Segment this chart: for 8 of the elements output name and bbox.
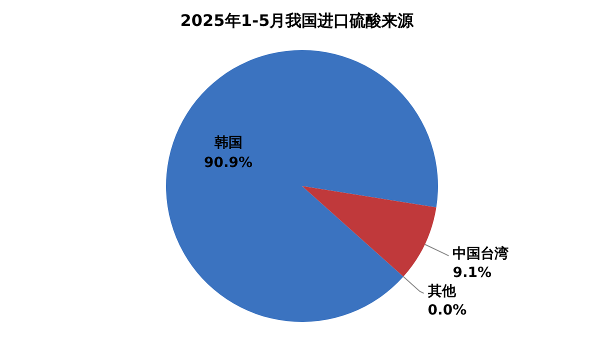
chart-title: 2025年1-5月我国进口硫酸来源	[180, 11, 415, 30]
data-label: 9.1%	[452, 264, 492, 281]
pie-slice	[302, 186, 436, 277]
slice-label: 韩国	[213, 134, 242, 151]
data-label: 90.9%	[204, 154, 253, 171]
slice-label: 中国台湾	[452, 244, 509, 262]
text: 0.0%	[428, 302, 467, 318]
legend-label: 其他	[426, 283, 457, 300]
